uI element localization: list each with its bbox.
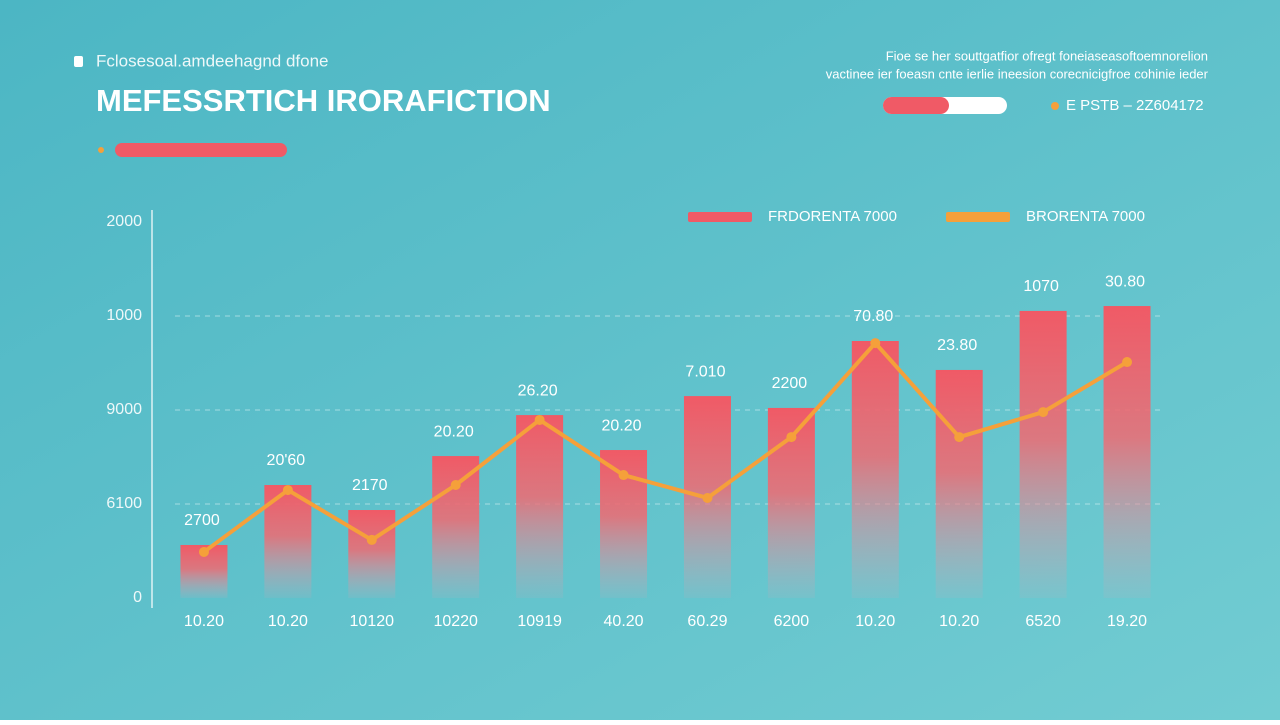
line-marker [954, 432, 965, 443]
bar-label: 7.010 [685, 363, 725, 380]
accent-dot [98, 147, 104, 153]
description-line: Fioe se her souttgatfior ofregt foneiase… [886, 48, 1208, 63]
bar [935, 369, 983, 598]
bar [432, 456, 480, 598]
range-label: E PSTB – 2Z604172 [1066, 97, 1204, 114]
bar [348, 510, 396, 598]
x-tick-label: 60.29 [687, 613, 727, 630]
kicker-icon [74, 56, 83, 67]
legend-swatch [946, 212, 1010, 222]
progress-fill [883, 97, 949, 114]
x-tick-label: 40.20 [604, 613, 644, 630]
range-dot [1051, 102, 1059, 110]
bar-label: 2200 [772, 375, 808, 392]
line-marker [534, 414, 545, 425]
kicker: Fclosesoal.amdeehagnd dfone [96, 51, 329, 70]
x-tick-label: 10.20 [939, 613, 979, 630]
line-marker [366, 534, 377, 545]
bar-label: 20'60 [267, 452, 306, 469]
legend-label: FRDORENTA 7000 [768, 208, 897, 225]
bar-label: 1070 [1023, 278, 1059, 295]
y-tick-label: 0 [133, 589, 142, 606]
x-tick-label: 6520 [1025, 613, 1061, 630]
line-marker [1038, 407, 1049, 418]
y-tick-label: 2000 [106, 213, 142, 230]
legend-swatch [688, 212, 752, 222]
x-tick-label: 10.20 [184, 613, 224, 630]
x-tick-label: 10.20 [855, 613, 895, 630]
line-marker [282, 485, 293, 496]
line-marker [198, 546, 209, 557]
x-tick-label: 10220 [433, 613, 478, 630]
x-tick-label: 6200 [774, 613, 810, 630]
bar [516, 415, 564, 598]
bar-label: 2170 [352, 477, 388, 494]
bar [1019, 310, 1067, 598]
line-marker [870, 338, 881, 349]
line-marker [786, 432, 797, 443]
description-line: vactinee ier foeasn cnte ierlie ineesion… [826, 66, 1209, 81]
bar [1103, 306, 1151, 598]
line-marker [618, 470, 629, 481]
x-tick-label: 10.20 [268, 613, 308, 630]
accent-pill [115, 143, 287, 157]
bar-label: 20.20 [602, 417, 642, 434]
x-tick-label: 10919 [517, 613, 562, 630]
y-tick-label: 9000 [106, 401, 142, 418]
bar-label: 70.80 [853, 308, 893, 325]
line-marker [702, 492, 713, 503]
bar [851, 341, 899, 598]
bar-label: 20.20 [434, 423, 474, 440]
line [201, 341, 1130, 554]
x-tick-label: 10120 [350, 613, 395, 630]
y-tick-label: 6100 [106, 495, 142, 512]
line-marker [450, 480, 461, 491]
bar-label: 23.80 [937, 337, 977, 354]
x-tick-label: 19.20 [1107, 613, 1147, 630]
line-marker [1122, 357, 1133, 368]
bar-label: 26.20 [518, 382, 558, 399]
bar-label: 2700 [184, 512, 220, 529]
y-tick-label: 1000 [106, 307, 142, 324]
bar-label: 30.80 [1105, 273, 1145, 290]
legend-label: BRORENTA 7000 [1026, 208, 1145, 225]
page-title: MEFESSRTICH IRORAFICTION [96, 83, 551, 118]
